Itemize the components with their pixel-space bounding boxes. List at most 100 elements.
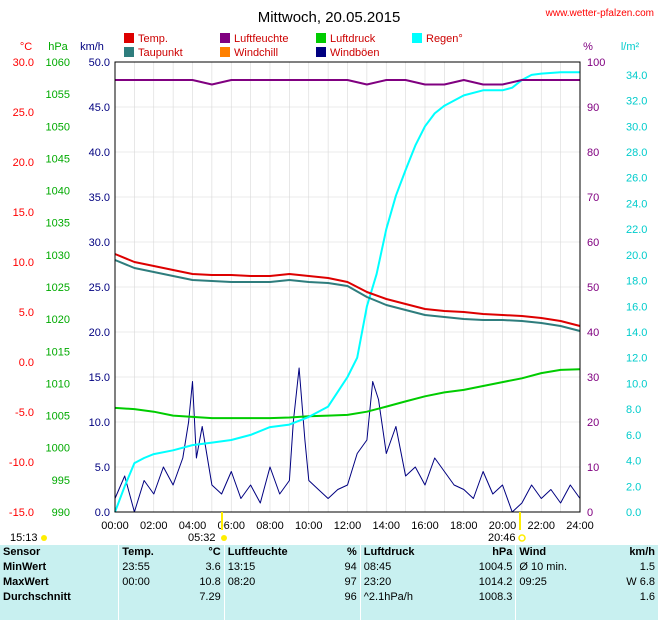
press-tick-label: 1040	[46, 186, 70, 198]
x-tick-label: 20:00	[489, 520, 517, 532]
press-tick-label: 1005	[46, 411, 70, 423]
hum-tick-label: 0	[587, 507, 593, 519]
stats-cell	[223, 590, 331, 605]
rain-tick-label: 6.0	[626, 430, 641, 442]
x-tick-label: 18:00	[450, 520, 478, 532]
stats-cell: Luftfeuchte	[223, 545, 331, 560]
x-tick-label: 08:00	[256, 520, 284, 532]
legend-swatch	[220, 33, 230, 43]
stats-cell	[180, 605, 225, 620]
stats-cell: 23:55	[118, 560, 180, 575]
x-tick-label: 02:00	[140, 520, 168, 532]
press-tick-label: 995	[52, 475, 70, 487]
stats-cell	[0, 605, 119, 620]
hum-tick-label: 40	[587, 327, 599, 339]
stats-cell: Luftdruck	[359, 545, 452, 560]
stats-row	[0, 605, 658, 620]
hum-tick-label: 20	[587, 417, 599, 429]
stats-cell: Sensor	[3, 546, 41, 558]
press-tick-label: 1010	[46, 378, 70, 390]
wind-tick-label: 45.0	[89, 102, 110, 114]
stats-row: MaxWert 00:00 10.8 08:20 97 23:20 1014.2 09:25 W…	[0, 575, 658, 590]
site-link[interactable]: www.wetter-pfalzen.com	[545, 8, 654, 19]
wind-tick-label: 30.0	[89, 237, 110, 249]
wind-unit: km/h	[80, 41, 104, 53]
series-taupunkt-line	[114, 259, 581, 332]
series-lines	[114, 71, 581, 513]
stats-cell	[118, 590, 180, 605]
axis-ticks: 30.0 25.0 20.0 15.0 10.0 5.0 0.0 -5.0 -10.0 -15.0…	[9, 57, 648, 532]
series-windben-line	[114, 367, 581, 513]
temp-tick-label: 25.0	[13, 107, 34, 119]
legend-label: Temp.	[138, 33, 168, 45]
stats-cell: 94	[344, 561, 357, 573]
stats-cell: 13:15	[223, 560, 331, 575]
series-luftdruck-line	[114, 368, 581, 420]
stats-cell: 23:20	[359, 575, 452, 590]
rain-tick-label: 4.0	[626, 456, 641, 468]
stats-cell: 1014.2	[478, 576, 513, 588]
series-temp-line	[114, 253, 581, 327]
temp-tick-label: 20.0	[13, 157, 34, 169]
press-tick-label: 1015	[46, 346, 70, 358]
press-tick-label: 1060	[46, 57, 70, 69]
temp-tick-label: -10.0	[9, 457, 34, 469]
legend-label: Windchill	[234, 47, 278, 59]
hum-tick-label: 30	[587, 372, 599, 384]
press-tick-label: 1030	[46, 250, 70, 262]
stats-cell: MaxWert	[3, 576, 49, 588]
temp-tick-label: 0.0	[19, 357, 34, 369]
hum-tick-label: 50	[587, 282, 599, 294]
stats-cell: 97	[344, 576, 357, 588]
wind-tick-label: 10.0	[89, 417, 110, 429]
sunrise-label: 05:32	[188, 532, 216, 544]
hum-tick-label: 60	[587, 237, 599, 249]
legend-swatch	[316, 47, 326, 57]
stats-cell	[330, 605, 360, 620]
sunset-icon	[518, 534, 526, 542]
stats-cell	[452, 605, 516, 620]
x-tick-label: 16:00	[411, 520, 439, 532]
legend-swatch	[412, 33, 422, 43]
hum-tick-label: 100	[587, 57, 605, 69]
stats-table: Sensor Temp. °C Luftfeuchte% Luftdruck hPa Win…	[0, 545, 658, 620]
legend-label: Taupunkt	[138, 47, 183, 59]
stats-cell: hPa	[492, 546, 513, 558]
series-luftfeuchte-line	[115, 79, 580, 86]
legend-swatch	[124, 33, 134, 43]
stats-cell: 08:20	[223, 575, 331, 590]
sunrise-icon	[221, 535, 227, 541]
rain-tick-label: 34.0	[626, 70, 647, 82]
rain-tick-label: 10.0	[626, 378, 647, 390]
rain-tick-label: 12.0	[626, 353, 647, 365]
legend-label: Luftdruck	[330, 33, 376, 45]
moon-icon	[41, 535, 47, 541]
x-tick-label: 14:00	[372, 520, 400, 532]
press-tick-label: 990	[52, 507, 70, 519]
legend-label: Windböen	[330, 47, 380, 59]
hum-tick-label: 80	[587, 147, 599, 159]
stats-cell: ^2.1hPa/h	[359, 590, 452, 605]
wind-tick-label: 50.0	[89, 57, 110, 69]
stats-cell	[118, 605, 180, 620]
hum-tick-label: 90	[587, 102, 599, 114]
stats-cell	[359, 605, 452, 620]
series-regen-line	[114, 71, 580, 513]
hum-tick-label: 10	[587, 462, 599, 474]
wind-tick-label: 25.0	[89, 282, 110, 294]
stats-cell	[602, 605, 658, 620]
temp-tick-label: 30.0	[13, 57, 34, 69]
press-tick-label: 1000	[46, 443, 70, 455]
rain-tick-label: 28.0	[626, 147, 647, 159]
legend-label: Regen°	[426, 33, 463, 45]
stats-cell: 96	[344, 591, 357, 603]
rain-tick-label: 22.0	[626, 224, 647, 236]
x-tick-label: 10:00	[295, 520, 323, 532]
plot-frame	[114, 61, 581, 513]
x-tick-label: 04:00	[179, 520, 207, 532]
temp-tick-label: -5.0	[15, 407, 34, 419]
stats-header-row: Sensor Temp. °C Luftfeuchte% Luftdruck hPa Win…	[0, 545, 658, 560]
temp-tick-label: 5.0	[19, 307, 34, 319]
stats-cell: %	[346, 546, 357, 558]
temp-tick-label: -15.0	[9, 507, 34, 519]
